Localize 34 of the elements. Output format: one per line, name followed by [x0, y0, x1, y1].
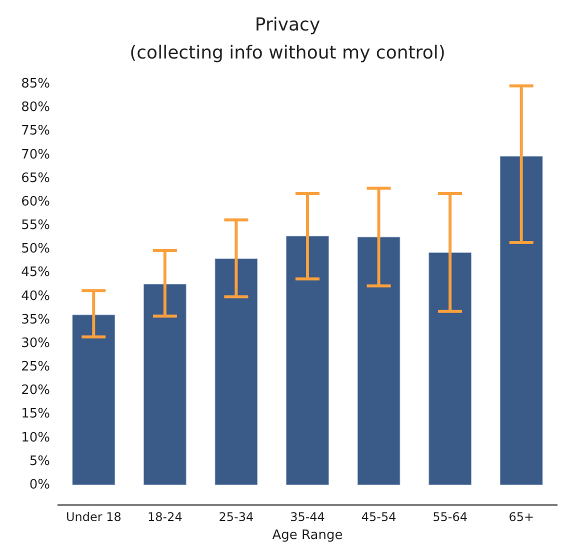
- y-tick-label: 50%: [21, 242, 50, 257]
- bar: [500, 156, 543, 485]
- x-tick-label: 18-24: [147, 510, 182, 524]
- x-tick-label: 25-34: [218, 510, 254, 524]
- bar: [214, 258, 258, 485]
- x-tick-label: 35-44: [290, 510, 325, 524]
- bar: [357, 236, 400, 485]
- y-tick-label: 40%: [21, 288, 50, 304]
- x-axis-title: Age Range: [272, 528, 343, 543]
- y-tick-label: 10%: [21, 430, 50, 446]
- y-tick-label: 75%: [21, 124, 50, 139]
- x-tick-label: 45-54: [361, 510, 396, 524]
- y-tick-label: 55%: [21, 218, 50, 234]
- y-tick-label: 0%: [29, 478, 50, 492]
- y-tick-label: 5%: [29, 454, 50, 469]
- y-tick-label: 35%: [21, 312, 50, 328]
- bar: [72, 314, 116, 485]
- y-tick-label: 65%: [21, 170, 50, 186]
- y-tick-label: 25%: [21, 360, 50, 375]
- y-tick-label: 30%: [21, 336, 50, 351]
- y-tick-label: 80%: [21, 100, 50, 116]
- y-tick-label: 15%: [21, 406, 50, 422]
- y-tick-label: 85%: [21, 76, 50, 92]
- x-tick-label: 65+: [508, 510, 534, 524]
- y-tick-label: 20%: [21, 383, 50, 398]
- x-tick-label: 55-64: [432, 510, 468, 524]
- y-tick-label: 70%: [21, 147, 50, 162]
- bar: [144, 284, 186, 485]
- bar: [286, 236, 329, 485]
- bar: [428, 252, 472, 485]
- chart-title: Privacy (collecting info without my control): [130, 14, 446, 64]
- y-tick-label: 45%: [21, 265, 50, 280]
- x-tick-label: Under 18: [66, 510, 122, 524]
- y-tick-label: 60%: [21, 194, 50, 210]
